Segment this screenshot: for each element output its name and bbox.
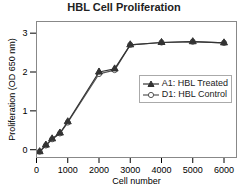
svg-text:2: 2 xyxy=(22,67,27,77)
html-text:HBL Cell Proliferation: HBL Cell Proliferation xyxy=(67,1,181,13)
svg-text:1000: 1000 xyxy=(58,165,78,175)
svg-text:3000: 3000 xyxy=(120,165,140,175)
svg-text:0: 0 xyxy=(22,145,27,155)
svg-text:Proliferation (OD 650 nm): Proliferation (OD 650 nm) xyxy=(7,38,17,141)
svg-text:Cell number: Cell number xyxy=(112,176,161,186)
html-text:D1: HBL Control: D1: HBL Control xyxy=(161,89,227,99)
svg-text:0: 0 xyxy=(34,165,39,175)
svg-text:2000: 2000 xyxy=(89,165,109,175)
svg-text:6000: 6000 xyxy=(214,165,234,175)
svg-text:1: 1 xyxy=(22,106,27,116)
svg-text:3: 3 xyxy=(22,28,27,38)
svg-text:5000: 5000 xyxy=(183,165,203,175)
svg-text:4000: 4000 xyxy=(151,165,171,175)
html-text:A1: HBL Treated: A1: HBL Treated xyxy=(161,78,228,88)
